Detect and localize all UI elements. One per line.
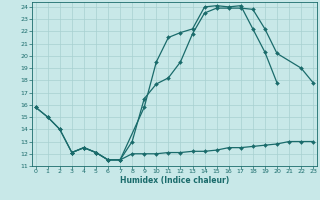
X-axis label: Humidex (Indice chaleur): Humidex (Indice chaleur) bbox=[120, 176, 229, 185]
